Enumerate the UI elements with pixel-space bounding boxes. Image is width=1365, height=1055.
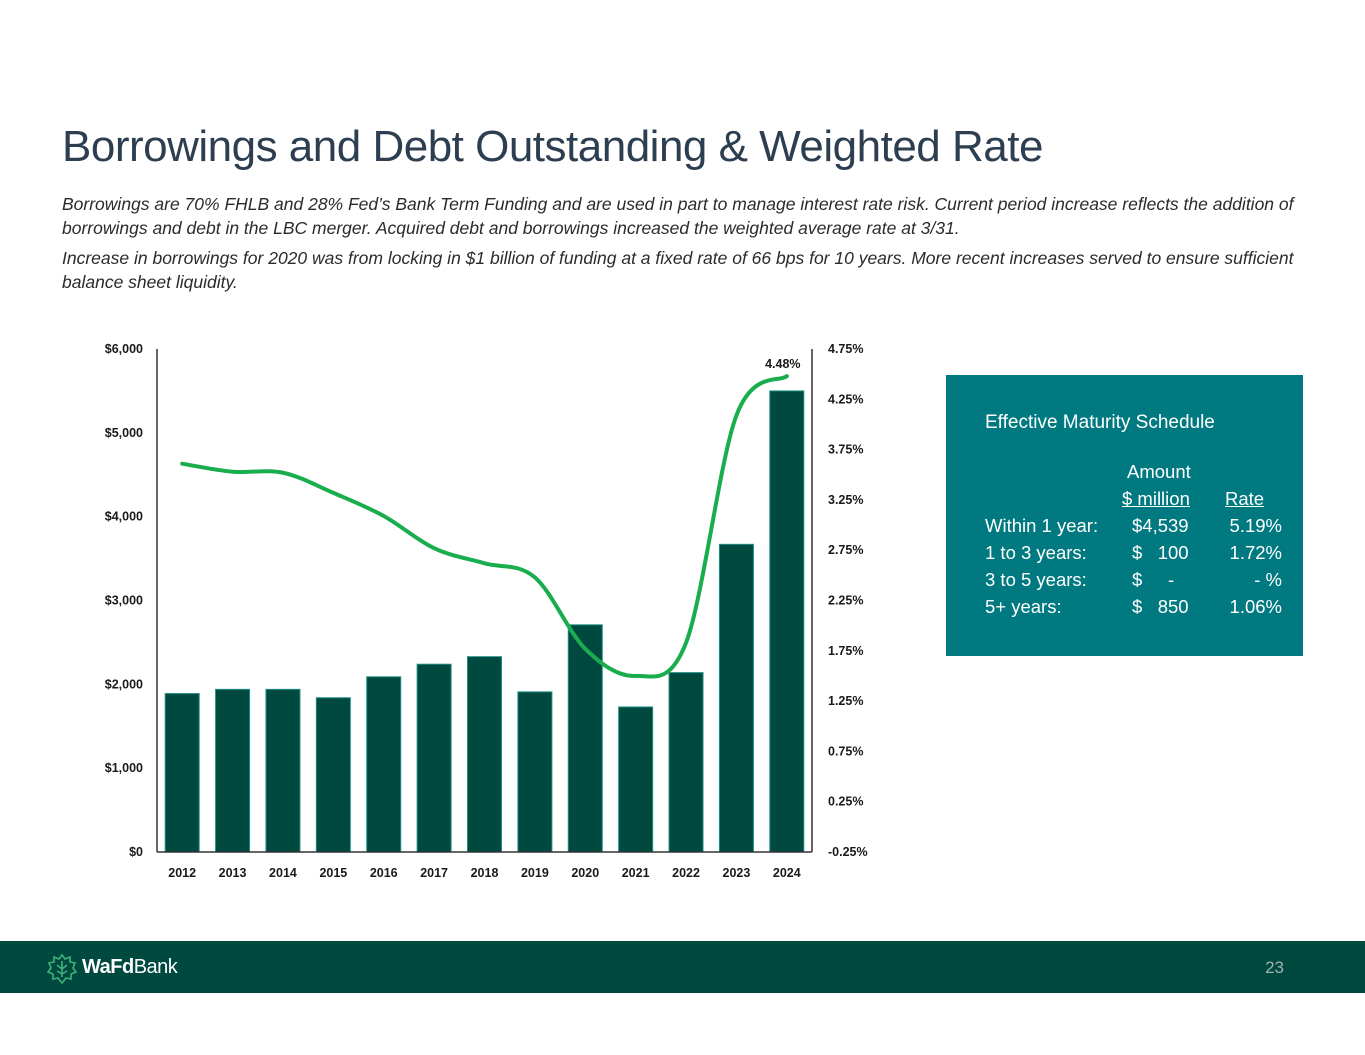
left-tick-label: $6,000 xyxy=(105,342,143,356)
right-tick-label: 0.75% xyxy=(828,744,863,758)
rate-point-2012 xyxy=(180,462,184,466)
x-tick-label: 2023 xyxy=(723,866,751,880)
rate-point-2020 xyxy=(583,647,587,651)
page-number: 23 xyxy=(1265,958,1284,977)
bar-2017 xyxy=(416,663,452,853)
left-tick-label: $0 xyxy=(129,845,143,859)
maturity-row-rate: 5.19% xyxy=(1229,515,1282,536)
x-tick-label: 2022 xyxy=(672,866,700,880)
right-tick-label: 2.75% xyxy=(828,543,863,557)
left-tick-label: $1,000 xyxy=(105,761,143,775)
left-tick-label: $2,000 xyxy=(105,677,143,691)
maturity-row-label: 5+ years: xyxy=(985,596,1062,617)
left-tick-label: $5,000 xyxy=(105,426,143,440)
description-paragraph-1: Borrowings are 70% FHLB and 28% Fed’s Ba… xyxy=(62,194,1294,238)
maturity-row-amount: $ - xyxy=(1132,569,1175,590)
rate-annotation: 4.48% xyxy=(765,357,800,371)
right-tick-label: 3.25% xyxy=(828,493,863,507)
rate-point-2015 xyxy=(331,491,335,495)
x-tick-label: 2024 xyxy=(773,866,801,880)
logo-text: WaFdBank xyxy=(82,956,178,979)
rate-header-text: Rate xyxy=(1225,488,1265,509)
maturity-row-label: 3 to 5 years: xyxy=(985,569,1087,590)
logo-text-light: Bank xyxy=(133,956,178,978)
maturity-row-rate: 1.06% xyxy=(1229,596,1282,617)
bar-2022 xyxy=(668,672,704,853)
footer-bar: WaFdBank 23 xyxy=(0,941,1365,993)
right-tick-label: 2.25% xyxy=(828,594,863,608)
maturity-schedule-title: Effective Maturity Schedule xyxy=(985,412,1215,433)
bar-2019 xyxy=(517,691,553,853)
weighted-rate-line xyxy=(180,374,789,679)
bar-2021 xyxy=(618,706,654,853)
left-tick-label: $3,000 xyxy=(105,594,143,608)
rate-point-2021 xyxy=(634,674,638,678)
bar-2023 xyxy=(718,543,754,853)
right-tick-label: 4.75% xyxy=(828,342,863,356)
bar-2012 xyxy=(164,693,200,853)
maturity-row-amount: $4,539 xyxy=(1132,515,1189,536)
right-tick-label: 0.25% xyxy=(828,795,863,809)
maturity-row-amount: $ 100 xyxy=(1132,542,1189,563)
amount-unit-header: $ million xyxy=(1122,488,1190,509)
amount-header: Amount xyxy=(1127,461,1191,482)
right-tick-label: 1.25% xyxy=(828,694,863,708)
bar-2015 xyxy=(315,697,351,853)
x-tick-label: 2014 xyxy=(269,866,297,880)
rate-point-2013 xyxy=(231,470,235,474)
x-tick-label: 2018 xyxy=(471,866,499,880)
bar-2024 xyxy=(769,390,805,853)
maturity-row-label: 1 to 3 years: xyxy=(985,542,1087,563)
maturity-schedule-panel: Effective Maturity Schedule Amount $ mil… xyxy=(946,375,1303,656)
maturity-row-amount: $ 850 xyxy=(1132,596,1189,617)
rate-point-2024 xyxy=(785,374,789,378)
rate-point-2017 xyxy=(432,546,436,550)
right-tick-label: -0.25% xyxy=(828,845,868,859)
description-paragraph-2: Increase in borrowings for 2020 was from… xyxy=(62,248,1294,292)
maturity-row-label: Within 1 year: xyxy=(985,515,1099,536)
bar-2013 xyxy=(215,688,251,853)
right-tick-label: 1.75% xyxy=(828,644,863,658)
rate-header: Rate xyxy=(1225,488,1264,510)
bar-2018 xyxy=(467,656,502,853)
x-tick-label: 2015 xyxy=(319,866,347,880)
left-tick-label: $4,000 xyxy=(105,510,143,524)
rate-point-2014 xyxy=(281,471,285,475)
page-title: Borrowings and Debt Outstanding & Weight… xyxy=(62,122,1043,171)
x-tick-label: 2020 xyxy=(571,866,599,880)
bar-2016 xyxy=(366,676,402,853)
borrowings-chart: $0 $1,000 $2,000 $3,000 $4,000 $5,000 $6,000 -0… xyxy=(105,342,868,880)
rate-point-2022 xyxy=(684,641,688,645)
maturity-row-rate: - % xyxy=(1254,569,1282,590)
x-tick-label: 2013 xyxy=(219,866,247,880)
right-tick-label: 3.75% xyxy=(828,443,863,457)
logo-text-bold: WaFd xyxy=(82,956,134,978)
rate-point-2018 xyxy=(483,561,487,565)
x-tick-label: 2019 xyxy=(521,866,549,880)
maturity-row-rate: 1.72% xyxy=(1229,542,1282,563)
rate-point-2023 xyxy=(734,413,738,417)
x-tick-label: 2016 xyxy=(370,866,398,880)
x-tick-label: 2012 xyxy=(168,866,196,880)
x-tick-label: 2017 xyxy=(420,866,448,880)
rate-point-2016 xyxy=(382,514,386,518)
leaf-logo-icon xyxy=(46,953,78,985)
x-tick-label: 2021 xyxy=(622,866,650,880)
rate-point-2019 xyxy=(533,575,537,579)
bar-2014 xyxy=(265,688,301,853)
right-tick-label: 4.25% xyxy=(828,392,863,406)
